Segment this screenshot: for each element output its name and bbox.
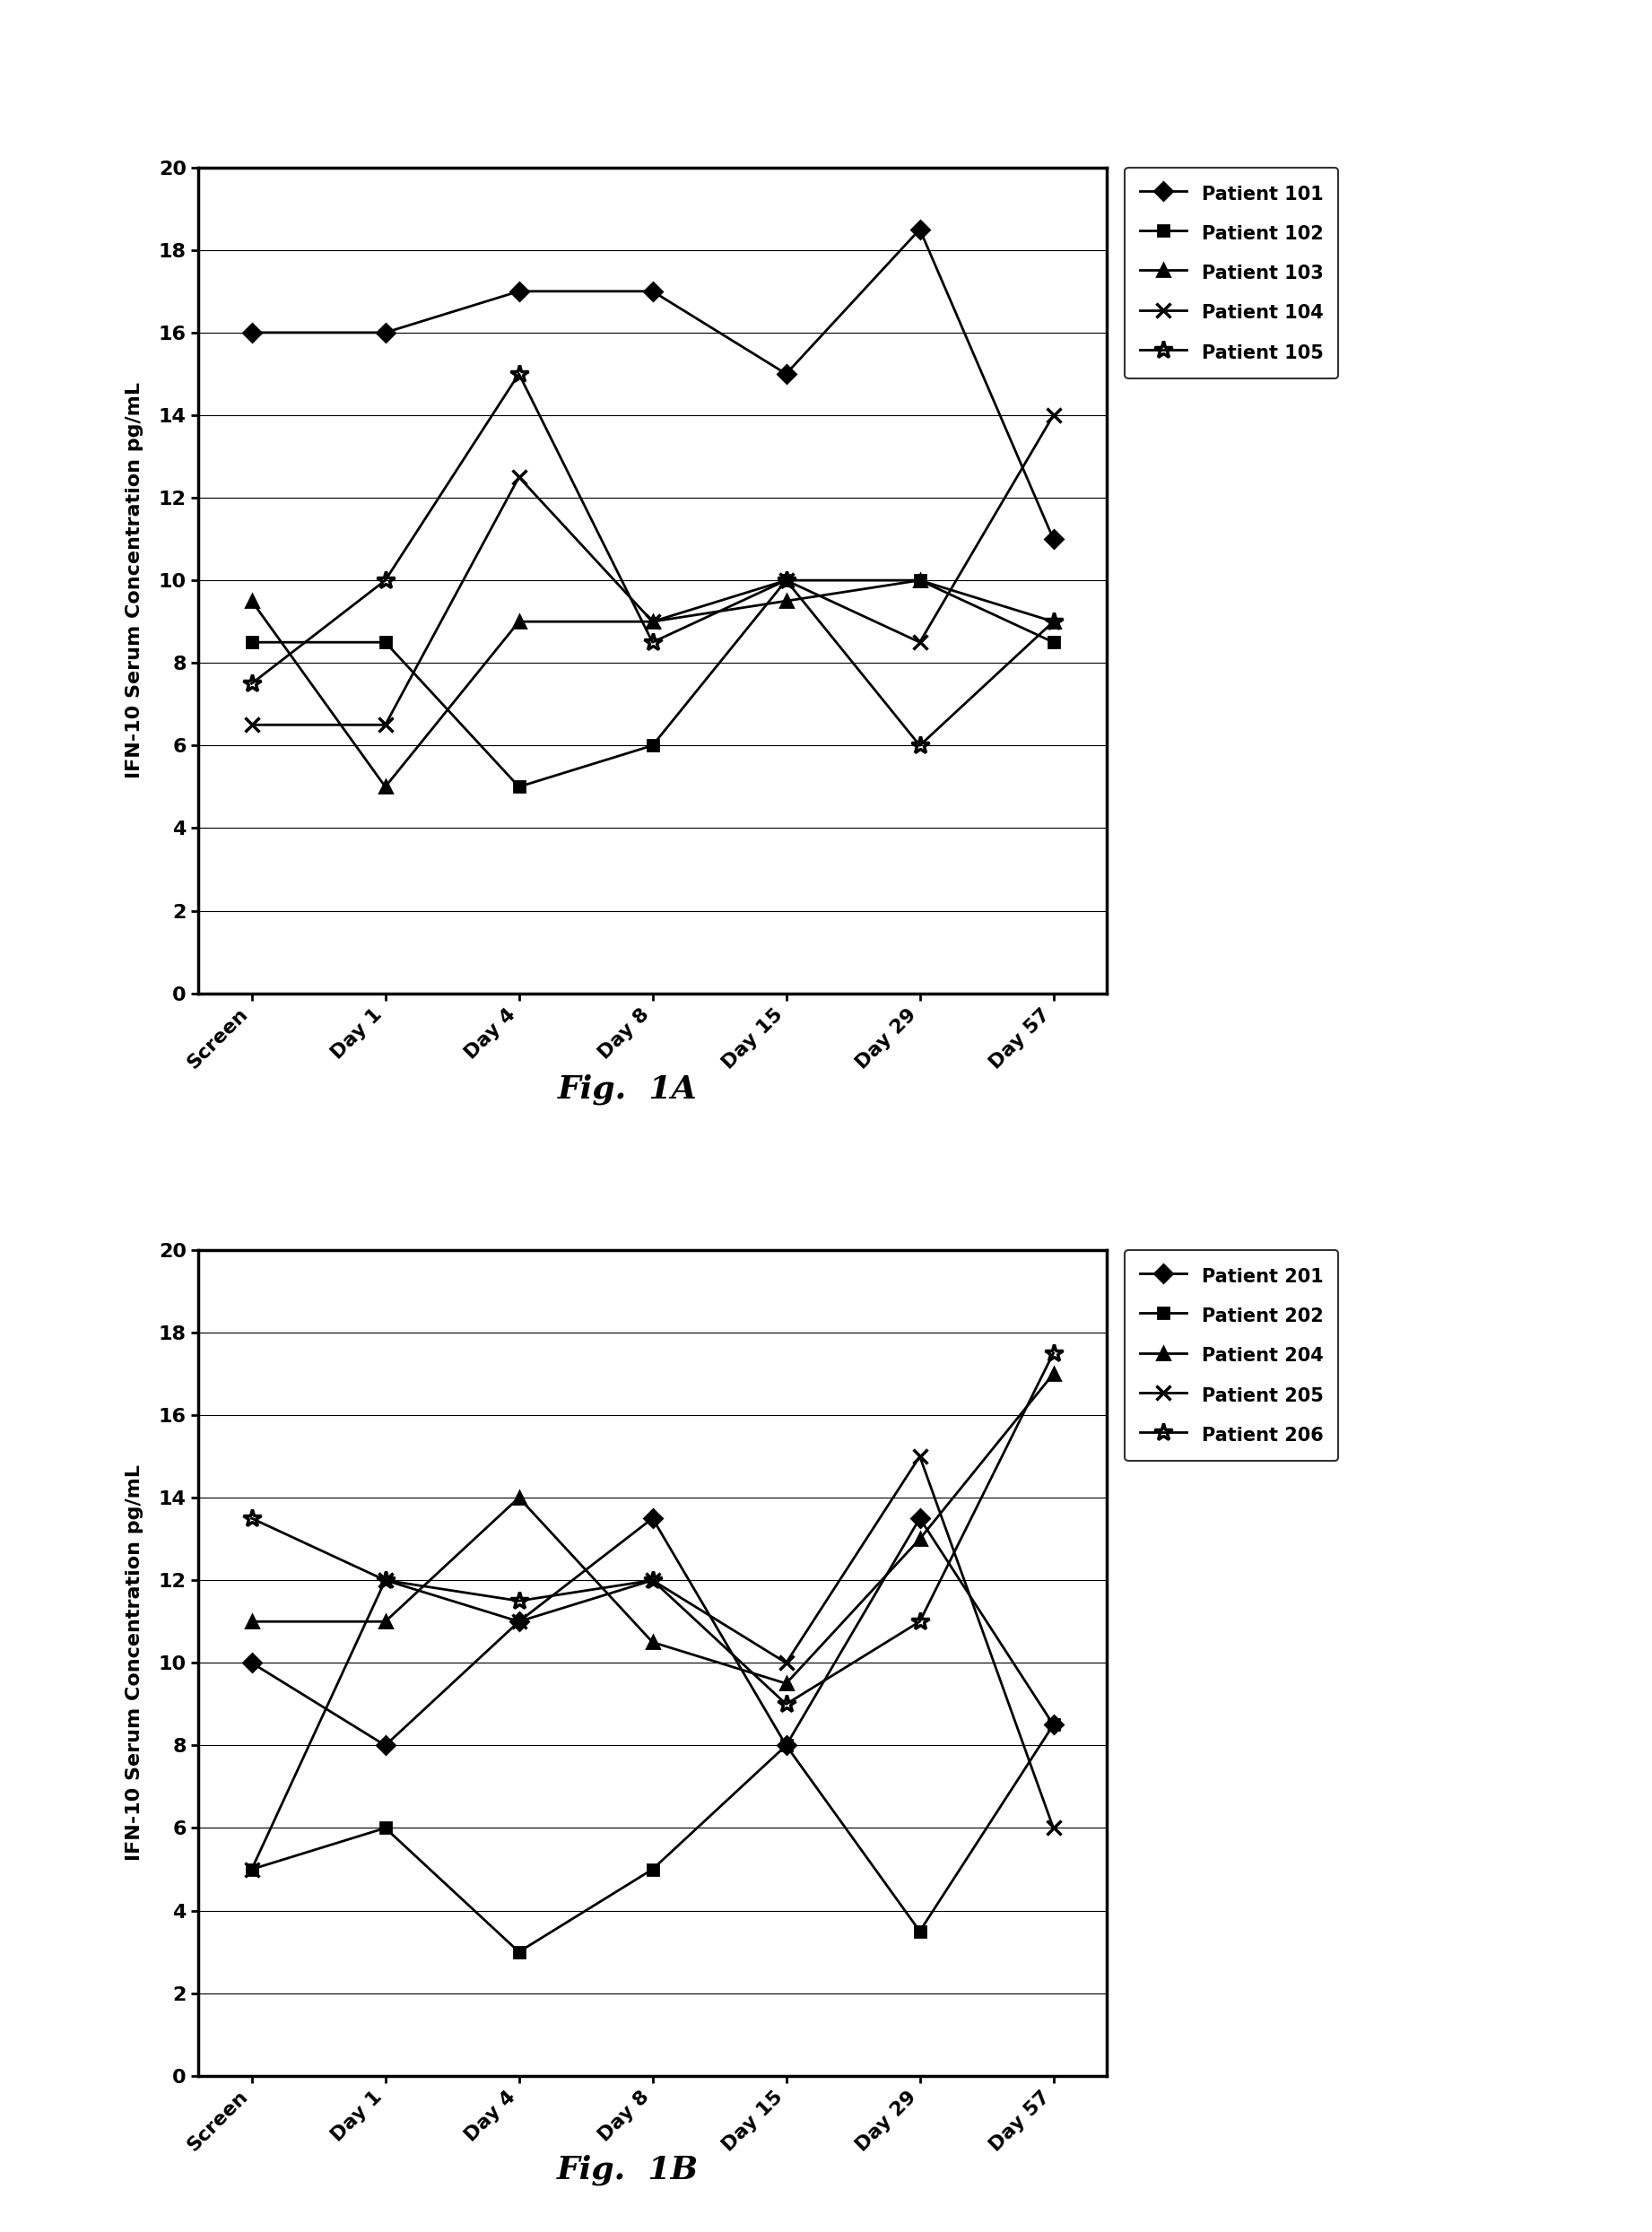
Patient 201 bbox=[375, 1732, 395, 1759]
Patient 204 bbox=[1044, 1359, 1064, 1386]
Line: Patient 101: Patient 101 bbox=[246, 223, 1059, 545]
Patient 205 bbox=[241, 1855, 261, 1882]
Line: Patient 102: Patient 102 bbox=[246, 574, 1059, 792]
Patient 204 bbox=[509, 1484, 529, 1511]
Patient 201 bbox=[241, 1649, 261, 1676]
Patient 103 bbox=[643, 607, 662, 634]
Patient 102 bbox=[910, 567, 930, 594]
Patient 205 bbox=[910, 1442, 930, 1469]
Patient 103 bbox=[1044, 607, 1064, 634]
Line: Patient 206: Patient 206 bbox=[243, 1344, 1062, 1714]
Patient 101 bbox=[1044, 525, 1064, 551]
Line: Patient 103: Patient 103 bbox=[246, 574, 1059, 792]
Patient 101 bbox=[643, 277, 662, 304]
Patient 105 bbox=[509, 359, 529, 388]
Patient 204 bbox=[643, 1629, 662, 1656]
Line: Patient 105: Patient 105 bbox=[243, 364, 1062, 754]
Patient 202 bbox=[643, 1855, 662, 1882]
Patient 206 bbox=[643, 1567, 662, 1594]
Patient 201 bbox=[1044, 1712, 1064, 1739]
Patient 103 bbox=[776, 587, 796, 614]
Patient 204 bbox=[776, 1670, 796, 1696]
Patient 104 bbox=[643, 607, 662, 634]
Patient 102 bbox=[241, 629, 261, 656]
Patient 105 bbox=[1044, 607, 1064, 634]
Patient 202 bbox=[509, 1937, 529, 1966]
Patient 103 bbox=[375, 772, 395, 799]
Patient 202 bbox=[776, 1732, 796, 1759]
Patient 104 bbox=[509, 464, 529, 491]
Patient 202 bbox=[375, 1815, 395, 1841]
Patient 201 bbox=[509, 1607, 529, 1634]
Legend: Patient 201, Patient 202, Patient 204, Patient 205, Patient 206: Patient 201, Patient 202, Patient 204, P… bbox=[1125, 1250, 1338, 1462]
Text: Fig.  1A: Fig. 1A bbox=[558, 1074, 697, 1105]
Patient 104 bbox=[375, 712, 395, 739]
Patient 201 bbox=[643, 1504, 662, 1531]
Patient 206 bbox=[910, 1607, 930, 1634]
Patient 101 bbox=[241, 319, 261, 346]
Patient 204 bbox=[241, 1607, 261, 1634]
Patient 206 bbox=[1044, 1339, 1064, 1366]
Patient 201 bbox=[910, 1504, 930, 1531]
Patient 102 bbox=[776, 567, 796, 594]
Patient 202 bbox=[910, 1917, 930, 1944]
Patient 202 bbox=[241, 1855, 261, 1882]
Line: Patient 204: Patient 204 bbox=[246, 1368, 1059, 1690]
Patient 103 bbox=[910, 567, 930, 594]
Patient 102 bbox=[509, 772, 529, 799]
Patient 206 bbox=[776, 1692, 796, 1719]
Patient 102 bbox=[375, 629, 395, 656]
Line: Patient 202: Patient 202 bbox=[246, 1719, 1059, 1957]
Y-axis label: IFN-10 Serum Concentration pg/mL: IFN-10 Serum Concentration pg/mL bbox=[126, 1464, 144, 1861]
Line: Patient 104: Patient 104 bbox=[244, 408, 1061, 732]
Patient 206 bbox=[375, 1567, 395, 1594]
Patient 101 bbox=[375, 319, 395, 346]
Patient 204 bbox=[375, 1607, 395, 1634]
Patient 104 bbox=[241, 712, 261, 739]
Patient 101 bbox=[509, 277, 529, 304]
Legend: Patient 101, Patient 102, Patient 103, Patient 104, Patient 105: Patient 101, Patient 102, Patient 103, P… bbox=[1125, 167, 1338, 379]
Patient 205 bbox=[509, 1607, 529, 1634]
Text: Fig.  1B: Fig. 1B bbox=[557, 2154, 699, 2185]
Patient 201 bbox=[776, 1732, 796, 1759]
Patient 205 bbox=[1044, 1815, 1064, 1841]
Line: Patient 201: Patient 201 bbox=[246, 1511, 1059, 1752]
Patient 105 bbox=[643, 629, 662, 656]
Patient 202 bbox=[1044, 1712, 1064, 1739]
Patient 105 bbox=[241, 670, 261, 696]
Y-axis label: IFN-10 Serum Concentration pg/mL: IFN-10 Serum Concentration pg/mL bbox=[126, 382, 144, 779]
Patient 205 bbox=[643, 1567, 662, 1594]
Patient 101 bbox=[910, 217, 930, 243]
Patient 105 bbox=[910, 732, 930, 759]
Patient 103 bbox=[241, 587, 261, 614]
Line: Patient 205: Patient 205 bbox=[244, 1449, 1061, 1877]
Patient 105 bbox=[375, 567, 395, 594]
Patient 102 bbox=[1044, 629, 1064, 656]
Patient 104 bbox=[910, 629, 930, 656]
Patient 205 bbox=[375, 1567, 395, 1594]
Patient 103 bbox=[509, 607, 529, 634]
Patient 104 bbox=[1044, 402, 1064, 429]
Patient 105 bbox=[776, 567, 796, 594]
Patient 206 bbox=[509, 1587, 529, 1614]
Patient 102 bbox=[643, 732, 662, 759]
Patient 104 bbox=[776, 567, 796, 594]
Patient 206 bbox=[241, 1504, 261, 1531]
Patient 101 bbox=[776, 359, 796, 388]
Patient 205 bbox=[776, 1649, 796, 1676]
Patient 204 bbox=[910, 1527, 930, 1553]
